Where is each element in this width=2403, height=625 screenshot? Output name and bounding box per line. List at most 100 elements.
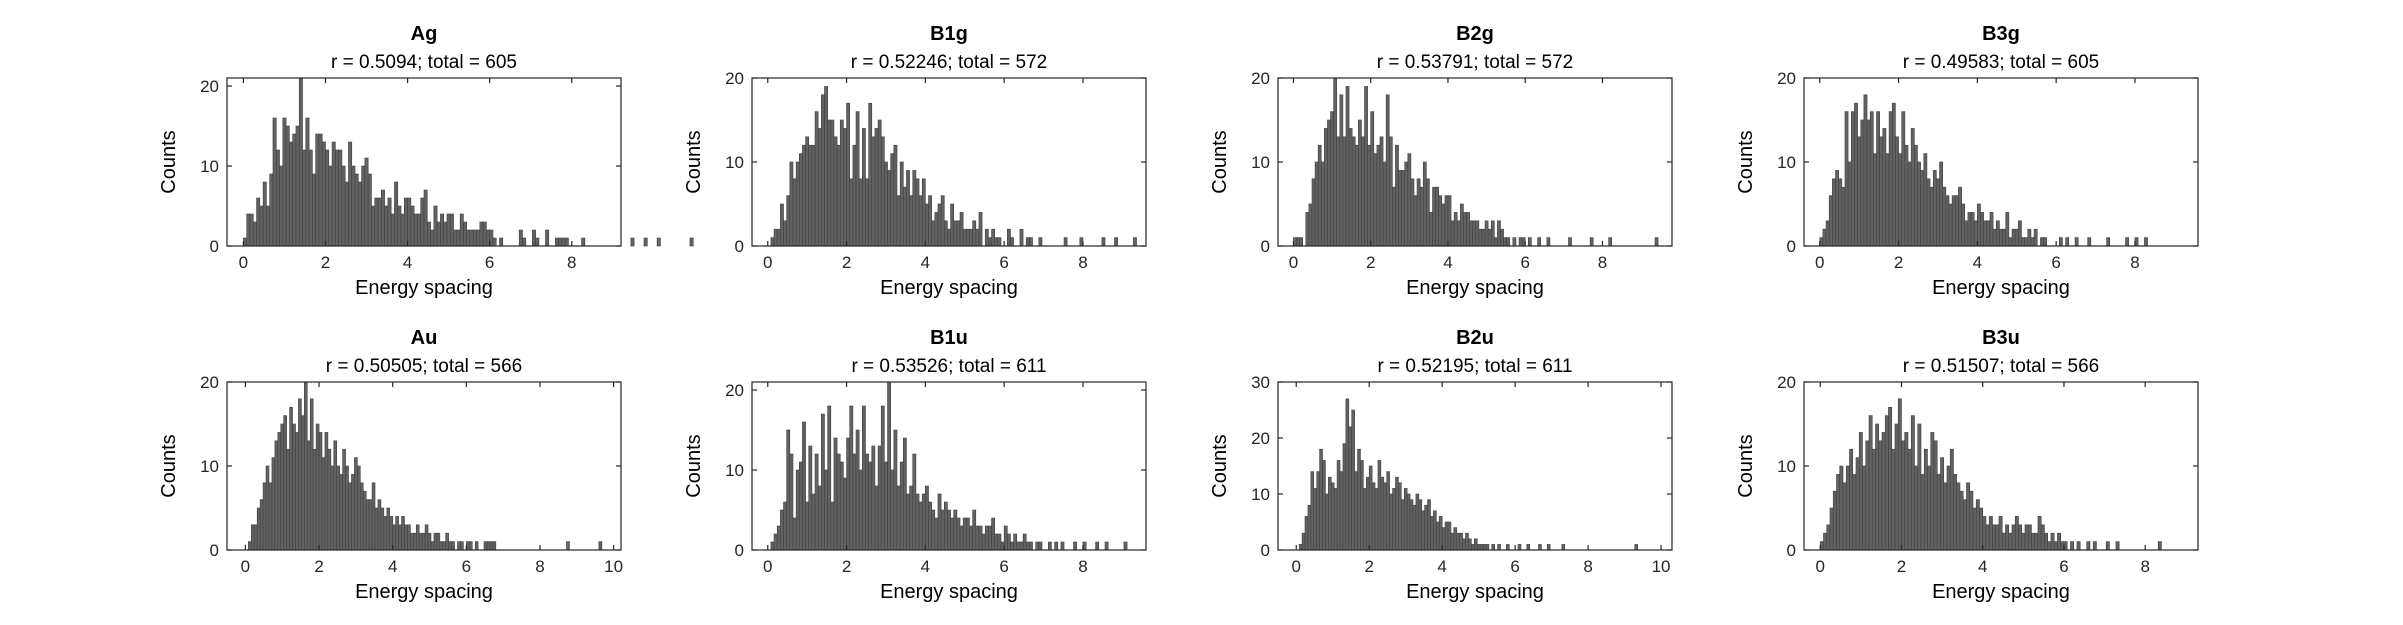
histogram-bar: [1410, 178, 1415, 247]
histogram-bar: [1526, 544, 1531, 551]
x-axis-label: Energy spacing: [1932, 581, 2070, 603]
histogram-bar: [1317, 144, 1322, 247]
histogram-bar: [380, 507, 385, 551]
histogram-bar: [2087, 237, 2092, 247]
histogram-bar: [312, 173, 316, 247]
histogram-bar: [1939, 161, 1943, 247]
histogram-bar: [558, 237, 563, 247]
histogram-bar: [1029, 541, 1033, 551]
histogram-bar: [1304, 516, 1309, 551]
histogram-bar: [893, 144, 898, 247]
histogram-bar: [407, 197, 412, 247]
histogram-bar: [451, 541, 455, 551]
chart-subtitle: r = 0.52195; total = 611: [1377, 356, 1572, 377]
histogram-bar: [1406, 493, 1411, 551]
x-axis-label: Energy spacing: [880, 277, 1018, 299]
histogram-bar: [282, 117, 287, 247]
histogram-bar: [362, 490, 367, 551]
x-tick-label: 6: [1510, 557, 1519, 576]
y-tick-label: 10: [200, 157, 219, 176]
histogram-bar: [786, 429, 791, 551]
histogram-bar: [871, 136, 876, 247]
histogram-bar: [902, 186, 907, 247]
histogram-bar: [439, 541, 444, 551]
histogram-bar: [1948, 203, 1953, 247]
histogram-bar: [1832, 490, 1837, 551]
x-tick-label: 0: [763, 557, 772, 576]
histogram-bar: [2024, 237, 2029, 247]
histogram-bar: [354, 173, 359, 247]
histogram-bar: [446, 213, 451, 247]
histogram-bar: [426, 221, 431, 247]
histogram-bar: [381, 189, 385, 247]
histogram-bar: [1484, 220, 1489, 247]
chart-title: B3g: [1982, 23, 2020, 45]
histogram-bar: [415, 524, 420, 551]
y-tick-label: 10: [200, 457, 219, 476]
histogram-bar: [956, 517, 961, 551]
histogram-bar: [403, 197, 408, 247]
histogram-bar: [341, 165, 346, 247]
histogram-bar: [1982, 516, 1987, 551]
histogram-bar: [786, 195, 791, 247]
histogram-bar: [259, 499, 264, 551]
histogram-bar: [1299, 237, 1304, 247]
chart-subtitle: r = 0.50505; total = 566: [326, 356, 523, 377]
histogram-bar: [2034, 532, 2039, 551]
histogram-bar: [824, 86, 828, 247]
histogram-bar: [489, 541, 494, 551]
histogram-bar: [1904, 144, 1909, 247]
histogram-bar: [335, 149, 339, 247]
histogram-bar: [827, 119, 832, 247]
histogram-bar: [830, 119, 835, 247]
histogram-bar: [1497, 544, 1501, 551]
y-tick-label: 10: [725, 153, 744, 172]
histogram-bar: [275, 149, 280, 247]
histogram-bar: [915, 178, 920, 247]
histogram-bar: [947, 509, 951, 551]
histogram-bar: [798, 461, 803, 551]
histogram-bar: [1875, 423, 1880, 551]
histogram-bar: [931, 509, 936, 551]
histogram-bar: [1901, 440, 1906, 551]
histogram-bar: [1357, 448, 1361, 551]
x-tick-label: 2: [1364, 557, 1373, 576]
histogram-bar: [1460, 203, 1464, 247]
histogram-bar: [1485, 544, 1490, 551]
histogram-bar: [2008, 237, 2013, 247]
histogram-bar: [1301, 532, 1306, 551]
x-tick-label: 2: [1894, 253, 1903, 272]
x-tick-label: 6: [999, 253, 1008, 272]
chart-subtitle: r = 0.51507; total = 566: [1903, 356, 2100, 377]
histogram-bar: [1897, 398, 1902, 551]
histogram-bar: [858, 178, 863, 247]
x-axis-label: Energy spacing: [355, 581, 493, 603]
histogram-bar: [1854, 102, 1858, 247]
y-tick-label: 0: [1261, 541, 1270, 560]
histogram-bar: [338, 149, 343, 247]
histogram-bar: [814, 453, 819, 551]
chart-title: B1g: [930, 23, 968, 45]
histogram-bar: [1038, 541, 1043, 551]
x-tick-label: 2: [842, 557, 851, 576]
histogram-bar: [928, 195, 932, 247]
histogram-bar: [1007, 228, 1011, 247]
histogram-bar: [1418, 499, 1423, 551]
histogram-bar: [2092, 541, 2097, 551]
histogram-bar: [1324, 128, 1328, 247]
histogram-bar: [1862, 465, 1867, 551]
x-tick-label: 0: [1292, 557, 1301, 576]
histogram-bar: [991, 228, 996, 247]
histogram-bar: [972, 220, 977, 247]
histogram-bar: [912, 453, 917, 551]
histogram-bar: [1930, 432, 1935, 551]
y-axis-label: Counts: [683, 434, 705, 497]
histogram-bar: [896, 485, 901, 551]
histogram-bar: [1345, 398, 1350, 551]
x-tick-label: 6: [999, 557, 1008, 576]
histogram-bar: [1339, 94, 1344, 247]
histogram-bar: [984, 525, 989, 551]
histogram-bar: [1466, 212, 1470, 247]
histogram-bar: [386, 507, 391, 551]
histogram-bar: [1517, 544, 1522, 551]
